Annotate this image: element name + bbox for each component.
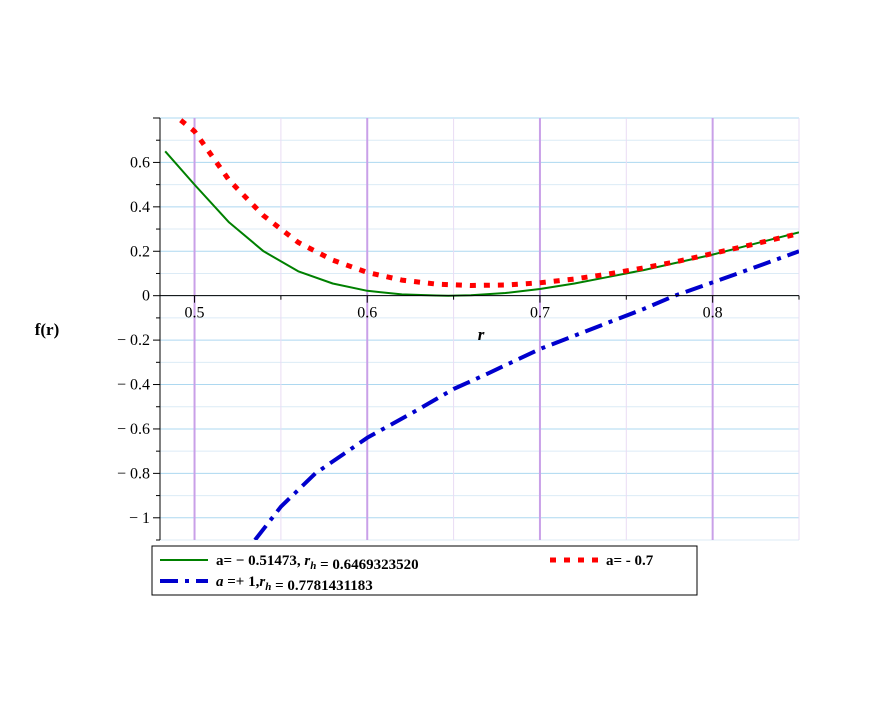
y-tick-label: − 0.6 bbox=[117, 421, 150, 438]
axis-labels: f(r) r bbox=[35, 320, 485, 344]
y-tick-label: 0.4 bbox=[130, 199, 150, 216]
series-line-3 bbox=[253, 249, 799, 540]
y-tick-label: 0.2 bbox=[130, 243, 150, 260]
y-tick-label: 0.6 bbox=[130, 154, 150, 171]
legend-box bbox=[151, 545, 698, 596]
legend-label-2: a= - 0.7 bbox=[606, 553, 654, 569]
series-line-2 bbox=[179, 118, 799, 288]
x-axis-label: r bbox=[478, 325, 485, 344]
legend-label-3: a =+ 1,rh = 0.7781431183 bbox=[216, 574, 373, 594]
legend-label-1: a= − 0.51473, rh = 0.6469323520 bbox=[216, 553, 419, 573]
y-tick-label: 0 bbox=[142, 288, 150, 305]
x-tick-label: 0.5 bbox=[185, 305, 205, 322]
y-tick-label: − 0.2 bbox=[117, 332, 150, 349]
x-tick-label: 0.7 bbox=[530, 305, 550, 322]
series-line-1 bbox=[164, 150, 799, 297]
x-tick-label: 0.6 bbox=[357, 305, 377, 322]
y-tick-label: − 1 bbox=[129, 510, 150, 527]
x-tick-label: 0.8 bbox=[703, 305, 723, 322]
y-tick-label: − 0.4 bbox=[117, 377, 150, 394]
legend: a= − 0.51473, rh = 0.6469323520 a= - 0.7 a… bbox=[151, 545, 698, 596]
axes: 0.5 0.6 0.7 0.8 0.6 0.4 0.2 0 − 0.2 − 0.4 − 0.6 − 0… bbox=[117, 117, 800, 541]
y-tick-label: − 0.8 bbox=[117, 465, 150, 482]
y-axis-label: f(r) bbox=[35, 320, 60, 339]
